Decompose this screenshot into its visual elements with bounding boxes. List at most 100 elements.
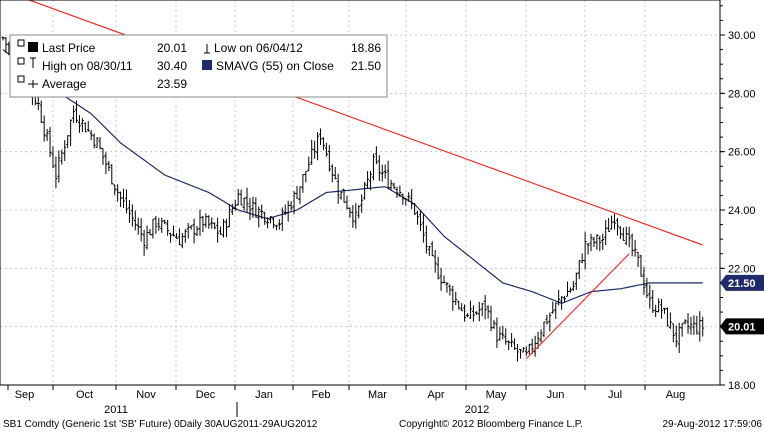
x-tick-label: Jun [547, 389, 565, 401]
footer-copyright: Copyright© 2012 Bloomberg Finance L.P. [399, 419, 583, 430]
x-tick-label: Jul [608, 389, 622, 401]
legend-high-label: High on 08/30/11 [42, 59, 133, 73]
y-tick-label: 18.00 [728, 380, 756, 392]
last-price-tag: 20.01 [720, 318, 764, 335]
price-bar [122, 188, 126, 208]
price-bar [157, 217, 161, 231]
price-bar [530, 338, 534, 354]
price-bar [177, 228, 181, 246]
price-bar [551, 301, 555, 314]
price-bar [498, 326, 502, 341]
price-bar [524, 346, 528, 356]
price-bar [95, 136, 99, 148]
price-bar [292, 191, 296, 215]
price-bar [116, 184, 120, 202]
price-bar [269, 215, 273, 224]
price-bar [380, 164, 384, 182]
price-bar [701, 316, 705, 337]
price-bar [386, 160, 390, 189]
price-bar [1, 36, 5, 41]
legend-low-label: Low on 06/04/12 [214, 41, 303, 55]
price-bar [260, 204, 264, 219]
legend-box [9, 34, 388, 98]
price-bar [383, 164, 387, 179]
price-bar [404, 197, 408, 206]
price-bar [527, 343, 531, 355]
price-bar [595, 234, 599, 250]
price-bar [163, 219, 167, 225]
price-bar [207, 215, 211, 229]
price-bar [586, 243, 590, 255]
price-bar [583, 231, 587, 270]
price-bar [248, 198, 252, 221]
x-tick-label: May [486, 389, 507, 401]
price-bar [219, 226, 223, 235]
price-bar [630, 233, 634, 257]
price-bar [169, 232, 173, 243]
price-bar [233, 199, 237, 211]
price-bar [342, 188, 346, 203]
price-bar [242, 197, 246, 211]
price-bar [166, 219, 170, 236]
price-bar [127, 199, 131, 224]
price-bar [222, 218, 225, 238]
price-bar [668, 312, 672, 329]
price-bar [657, 298, 661, 313]
price-bar [72, 105, 76, 123]
price-bar [486, 305, 490, 319]
price-bar [518, 348, 522, 359]
price-bar [283, 204, 287, 216]
smavg-line [2, 49, 703, 304]
price-bar [624, 226, 628, 246]
price-bar [36, 95, 40, 111]
price-bar [172, 225, 176, 237]
price-bar [274, 224, 278, 231]
price-bar [254, 197, 258, 218]
legend-low-value: 18.86 [351, 41, 381, 55]
price-bar [604, 219, 608, 246]
price-bar [201, 215, 205, 233]
price-bar [66, 135, 70, 149]
price-bar [521, 347, 525, 353]
price-bar [457, 300, 461, 310]
price-bar [321, 137, 325, 151]
price-bar [577, 260, 581, 280]
price-bar [410, 189, 414, 210]
price-bar [257, 206, 261, 228]
price-bar [674, 325, 678, 348]
price-bar [154, 216, 158, 234]
legend-control-icon[interactable] [17, 75, 25, 83]
price-bar [601, 233, 605, 251]
smavg-swatch-icon [202, 60, 212, 70]
price-bar [245, 187, 249, 213]
legend: Last Price 20.01 Low on 06/04/12 18.86 H… [9, 34, 388, 98]
price-bar [210, 217, 214, 229]
price-bar [327, 145, 331, 172]
price-bar [466, 313, 470, 318]
price-bar [130, 204, 134, 227]
price-bar [277, 219, 281, 230]
legend-control-icon[interactable] [17, 57, 25, 65]
price-bar [192, 218, 196, 244]
price-bar [395, 186, 399, 198]
price-bar [204, 213, 208, 228]
price-bar [507, 340, 511, 351]
legend-control-icon[interactable] [17, 39, 25, 47]
y-tick-label: 30.00 [728, 30, 756, 42]
price-bar [298, 186, 302, 205]
price-bar [639, 254, 643, 277]
price-bar [324, 142, 328, 157]
price-bar [113, 184, 117, 196]
footer-ticker: SB1 Comdty (Generic 1st 'SB' Future) 0Da… [3, 419, 318, 430]
price-bar [407, 192, 411, 202]
price-bar [348, 207, 352, 218]
price-bar [333, 166, 337, 180]
price-bar [280, 207, 284, 231]
price-bar [607, 218, 611, 232]
price-bar [304, 170, 308, 183]
price-bar [695, 315, 699, 335]
price-bar [392, 182, 396, 190]
price-bar [316, 132, 320, 161]
x-tick-label: Apr [427, 389, 444, 401]
legend-last-price-label: Last Price [42, 41, 96, 55]
